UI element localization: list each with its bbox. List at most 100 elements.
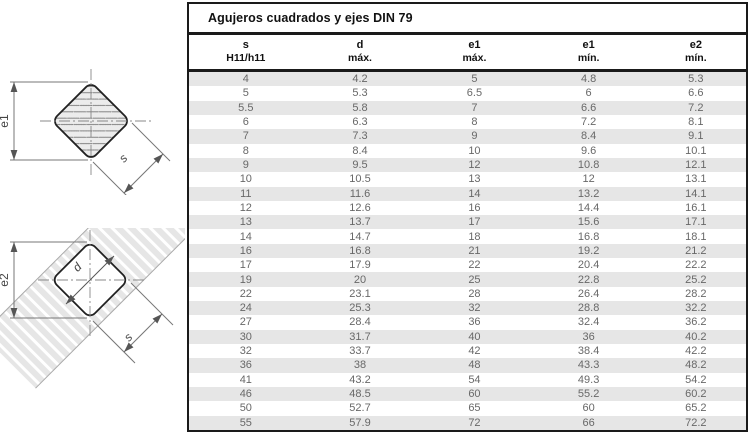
table-cell: 16.8: [577, 230, 600, 243]
table-row: 22 23.1 28 26.4 28.2: [189, 286, 746, 301]
din79-table: Agujeros cuadrados y ejes DIN 79 s H11/h…: [187, 2, 748, 432]
table-cell: 7.2: [580, 116, 597, 129]
table-cell: 60: [582, 402, 595, 415]
table-cell: 7.2: [688, 101, 704, 114]
table-cell: 9.6: [580, 144, 597, 157]
table-cell: 18: [468, 230, 481, 243]
table-cell: 25.3: [349, 302, 371, 315]
table-cell: 32.2: [685, 302, 707, 315]
table-cell: 6.6: [580, 101, 597, 114]
table-row: 55 57.9 72 66 72.2: [189, 415, 746, 430]
table-cell: 18.1: [685, 230, 707, 243]
table-cell: 6: [242, 116, 249, 129]
table-cell: 36.2: [685, 316, 707, 329]
column-header-symbol: e1: [582, 39, 595, 52]
e1-dimension-label: e1: [0, 114, 11, 128]
table-cell: 32.4: [577, 316, 600, 329]
table-cell: 16.1: [685, 201, 707, 214]
table-cell: 9.5: [352, 159, 368, 172]
table-cell: 38.4: [577, 345, 600, 358]
table-cell: 11.6: [349, 187, 371, 200]
table-cell: 25: [468, 273, 481, 286]
table-row: 24 25.3 32 28.8 32.2: [189, 301, 746, 316]
table-cell: 14: [468, 187, 481, 200]
table-cell: 17: [239, 259, 252, 272]
column-header-e2-min: e2 mín.: [646, 35, 746, 69]
table-cell: 8.4: [352, 144, 368, 157]
table-row: 9 9.5 12 10.8 12.1: [189, 157, 746, 173]
table-cell: 13: [239, 216, 252, 229]
table-cell: 7: [242, 130, 249, 143]
table-cell: 17.9: [349, 259, 371, 272]
table-cell: 4: [242, 73, 249, 86]
table-cell: 6.3: [352, 116, 368, 129]
table-cell: 43.2: [349, 373, 371, 386]
table-cell: 32: [468, 302, 481, 315]
table-cell: 10: [239, 173, 252, 186]
table-cell: 31.7: [349, 330, 371, 343]
table-cell: 22.8: [577, 273, 600, 286]
bar-edge: [35, 228, 185, 389]
table-title: Agujeros cuadrados y ejes DIN 79: [189, 4, 746, 35]
table-cell: 27: [239, 316, 252, 329]
s-dimension-line: [123, 313, 163, 353]
table-row: 6 6.3 8 7.2 8.1: [189, 114, 746, 130]
table-cell: 13.2: [577, 187, 600, 200]
table-cell: 33.7: [349, 345, 371, 358]
table-cell: 7.3: [352, 130, 368, 143]
table-cell: 6: [585, 87, 592, 100]
s-dimension-line: [123, 153, 164, 194]
column-header-d-max: d máx.: [303, 35, 418, 69]
table-cell: 16.8: [349, 244, 371, 257]
table-cell: 13.1: [685, 173, 707, 186]
table-cell: 48.2: [685, 359, 707, 372]
table-cell: 8.4: [580, 130, 597, 143]
table-row: 17 17.9 22 20.4 22.2: [189, 258, 746, 273]
table-cell: 72: [468, 416, 481, 429]
table-row: 5.5 5.8 7 6.6 7.2: [189, 100, 746, 115]
table-cell: 23.1: [349, 287, 371, 300]
table-cell: 20: [353, 273, 367, 286]
d-dimension-line: [65, 255, 115, 305]
table-cell: 48: [468, 359, 481, 372]
table-cell: 40.2: [685, 330, 707, 343]
table-cell: 10.1: [685, 144, 707, 157]
table-row: 13 13.7 17 15.6 17.1: [189, 215, 746, 230]
table-cell: 22: [468, 259, 481, 272]
table-cell: 17: [468, 216, 481, 229]
table-cell: 36: [239, 359, 252, 372]
table-row: 14 14.7 18 16.8 18.1: [189, 229, 746, 244]
table-cell: 24: [239, 302, 252, 315]
table-cell: 48.5: [349, 388, 371, 401]
table-cell: 36: [582, 330, 595, 343]
drawing-hole-cross-section: e2 d s: [0, 228, 185, 389]
table-cell: 19.2: [577, 244, 600, 257]
table-cell: 8.1: [688, 116, 704, 129]
table-cell: 8: [242, 144, 249, 157]
table-cell: 22: [239, 287, 252, 300]
column-header-qualifier: máx.: [462, 52, 487, 65]
table-row: 27 28.4 36 32.4 36.2: [189, 315, 746, 330]
table-cell: 54: [468, 373, 481, 386]
table-cell: 5.3: [352, 87, 368, 100]
table-cell: 21.2: [685, 244, 707, 257]
column-header-symbol: e2: [689, 39, 702, 52]
table-cell: 19: [239, 273, 252, 286]
table-cell: 14.7: [349, 230, 371, 243]
s-dimension-label: s: [116, 151, 130, 165]
table-cell: 40: [468, 330, 481, 343]
table-cell: 5.8: [352, 101, 368, 114]
column-header-qualifier: mín.: [685, 52, 707, 65]
table-row: 10 10.5 13 12 13.1: [189, 172, 746, 187]
table-cell: 54.2: [685, 373, 707, 386]
table-body: 4 4.2 5 4.8 5.3 5 5.3 6.5 6 6.6 5.5 5.8 7 6.6 7.2 6 6.3 8…: [189, 72, 746, 430]
table-cell: 17.1: [685, 216, 707, 229]
table-cell: 14.1: [685, 187, 707, 200]
table-cell: 50: [239, 402, 252, 415]
table-cell: 66: [582, 416, 595, 429]
table-cell: 42: [468, 345, 481, 358]
table-row: 12 12.6 16 14.4 16.1: [189, 200, 746, 216]
table-row: 16 16.8 21 19.2 21.2: [189, 243, 746, 259]
table-cell: 9.1: [688, 130, 704, 143]
table-cell: 28.8: [577, 302, 600, 315]
